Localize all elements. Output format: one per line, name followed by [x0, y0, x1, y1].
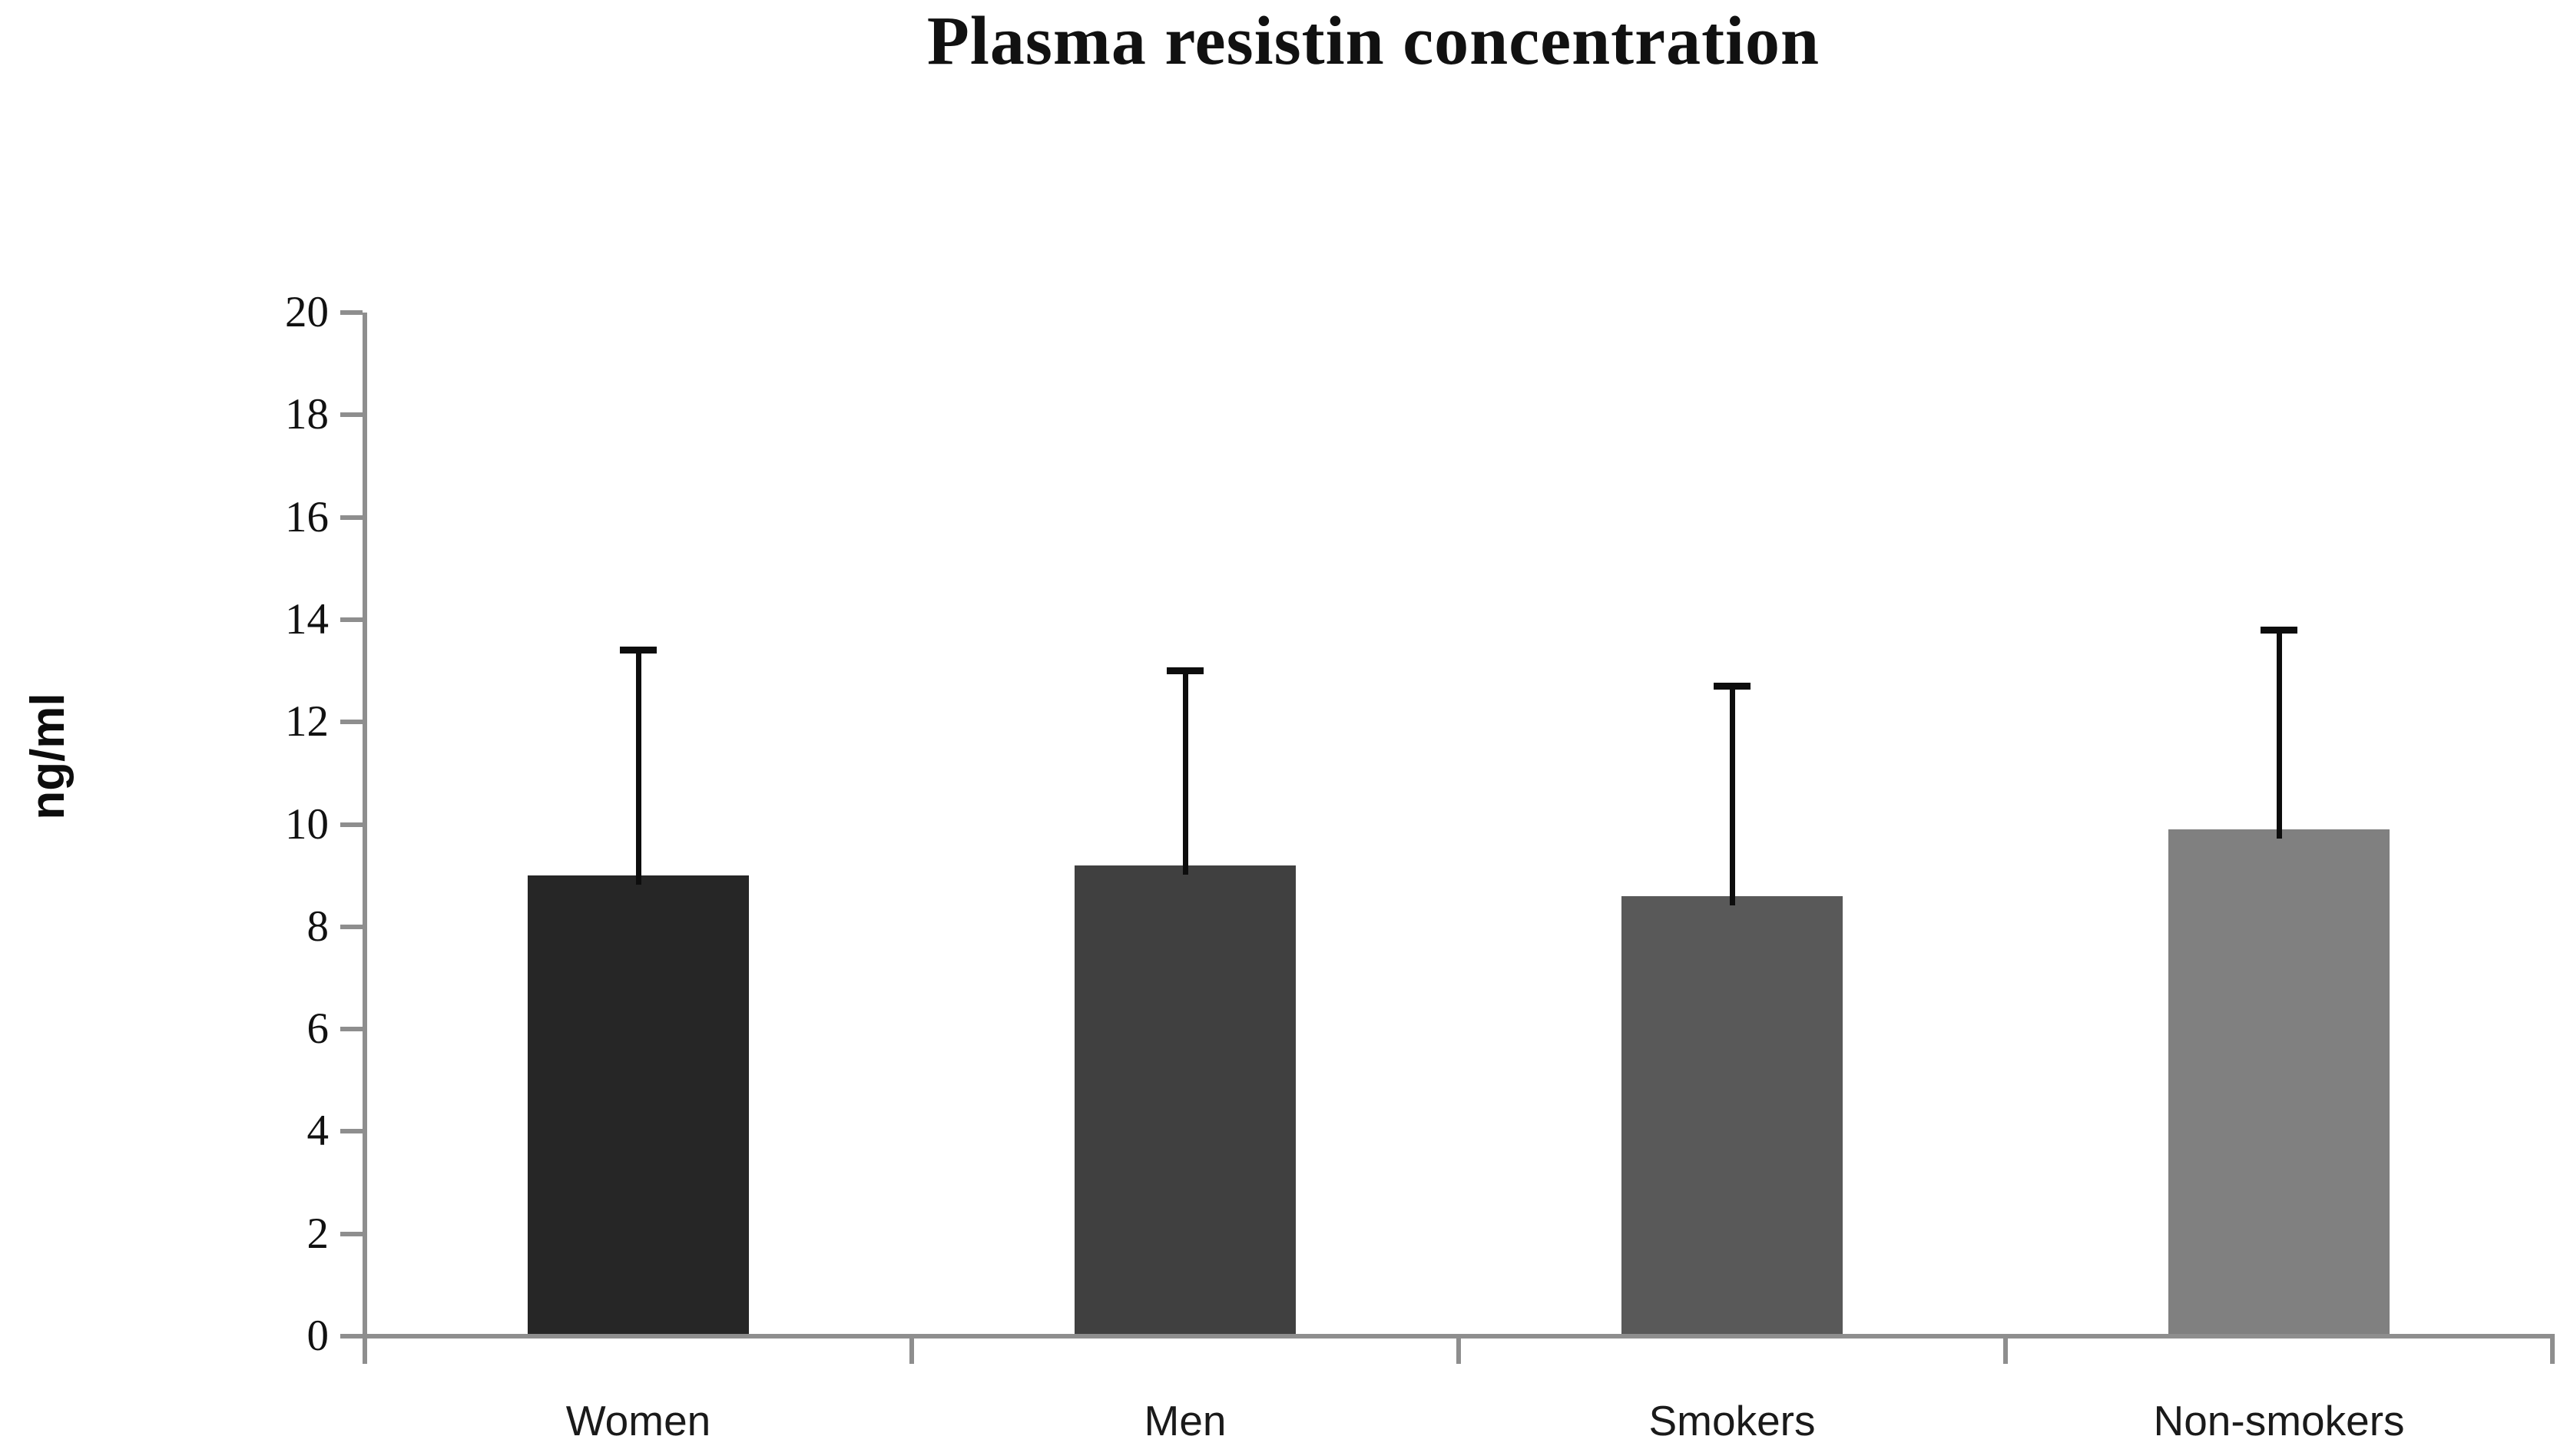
- x-label-smokers: Smokers: [1648, 1397, 1816, 1444]
- error-bar-stem-non-smokers: [2276, 630, 2282, 839]
- error-bar-stem-women: [635, 650, 641, 885]
- error-bar-cap-non-smokers: [2261, 626, 2297, 634]
- bar-women: [528, 875, 749, 1334]
- x-tick: [2003, 1336, 2008, 1364]
- x-tick: [909, 1336, 914, 1364]
- y-tick: [340, 924, 363, 929]
- y-tick: [340, 515, 363, 520]
- y-tick-label: 6: [306, 1004, 330, 1054]
- bar-men: [1075, 865, 1296, 1334]
- y-tick: [340, 310, 363, 315]
- y-axis-label: ng/ml: [22, 693, 75, 820]
- y-tick: [340, 1231, 363, 1236]
- bar-smokers: [1621, 895, 1843, 1334]
- y-tick-label: 14: [285, 594, 329, 644]
- y-tick: [340, 412, 363, 418]
- y-tick-label: 0: [306, 1312, 330, 1360]
- error-bar-stem-men: [1182, 670, 1188, 875]
- error-bar-cap-men: [1167, 667, 1204, 675]
- chart-title: Plasma resistin concentration: [926, 3, 1820, 79]
- x-tick: [1456, 1336, 1461, 1364]
- y-tick: [340, 1129, 363, 1134]
- y-tick: [340, 1334, 363, 1339]
- error-bar-cap-smokers: [1714, 683, 1751, 690]
- y-tick: [340, 822, 363, 827]
- x-label-women: Women: [565, 1397, 711, 1444]
- y-tick-label: 18: [285, 390, 329, 439]
- y-tick-label: 20: [285, 288, 329, 336]
- x-tick: [2550, 1336, 2555, 1364]
- y-tick-label: 10: [285, 799, 329, 849]
- y-tick: [340, 1027, 363, 1032]
- y-tick: [340, 617, 363, 622]
- y-tick-label: 12: [285, 697, 329, 746]
- y-tick: [340, 720, 363, 725]
- error-bar-stem-smokers: [1729, 686, 1735, 905]
- x-label-non-smokers: Non-smokers: [2153, 1397, 2405, 1444]
- error-bar-cap-women: [620, 647, 657, 654]
- y-tick-label: 8: [306, 902, 330, 951]
- y-tick-label: 16: [285, 492, 329, 541]
- y-axis-line: [363, 313, 367, 1364]
- x-label-men: Men: [1144, 1397, 1227, 1444]
- x-tick: [363, 1336, 367, 1364]
- y-tick-label: 2: [306, 1209, 330, 1258]
- y-tick-label: 4: [306, 1107, 330, 1156]
- bar-non-smokers: [2168, 829, 2390, 1334]
